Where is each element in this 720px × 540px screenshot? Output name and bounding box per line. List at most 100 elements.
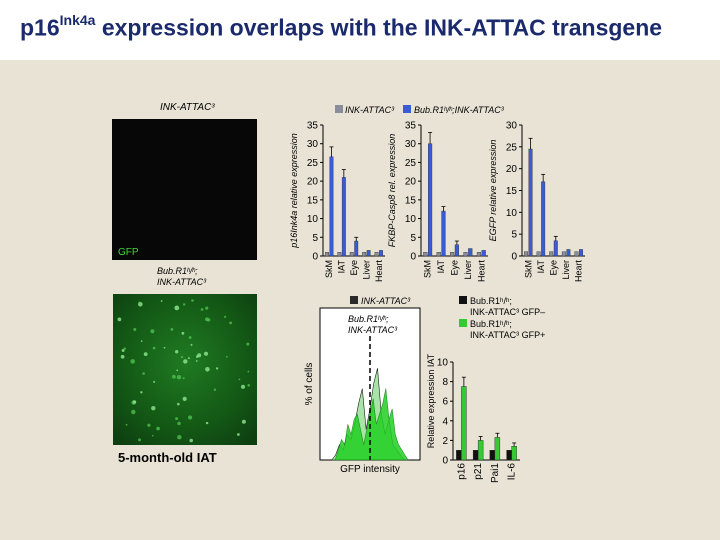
y-tick-label: 20 bbox=[307, 177, 319, 188]
bar-skm-series-1 bbox=[528, 148, 533, 257]
bar-heart-series-1 bbox=[379, 250, 383, 257]
gfp-speck bbox=[143, 352, 148, 356]
gfp-speck bbox=[205, 317, 209, 322]
gfp-speck bbox=[150, 329, 155, 334]
gfp-speck bbox=[247, 370, 250, 373]
y-tick-label: 6 bbox=[442, 397, 448, 408]
gfp-speck bbox=[241, 419, 246, 424]
histogram-chart: % of cells GFP intensity bbox=[304, 307, 421, 475]
x-axis-label: GFP intensity bbox=[340, 464, 400, 475]
gfp-speckles bbox=[117, 299, 250, 443]
microscopy-image-top bbox=[112, 119, 257, 260]
gfp-speck bbox=[183, 359, 188, 364]
gfp-speck bbox=[177, 402, 180, 406]
y-axis-label: FKBP-Casp8 rel. expression bbox=[387, 134, 397, 248]
y-axis-label: Relative expression IAT bbox=[426, 353, 436, 448]
gfp-speck bbox=[197, 353, 202, 358]
bar-iat-series-0 bbox=[337, 252, 342, 257]
bottom-image-caption: 5-month-old IAT bbox=[118, 450, 217, 465]
bar-pai1-series-1 bbox=[494, 437, 501, 461]
x-tick-label-skm: SkM bbox=[423, 260, 433, 278]
bar-il-6-series-0 bbox=[506, 450, 512, 461]
y-tick-label: 4 bbox=[442, 416, 448, 427]
bar-chart-1: 0 5 10 15 20 25 30 35 FKBP-Casp8 rel. expression… bbox=[387, 121, 488, 283]
y-tick-label: 2 bbox=[442, 436, 448, 447]
gfp-speck bbox=[188, 336, 192, 339]
bar-liver-series-0 bbox=[362, 252, 367, 257]
top-image-label: INK-ATTAC³ bbox=[160, 102, 215, 113]
x-tick-label-heart: Heart bbox=[374, 260, 384, 283]
gfp-speck bbox=[204, 351, 208, 356]
gfp-speck bbox=[175, 417, 179, 421]
y-tick-label: 30 bbox=[506, 121, 518, 132]
x-tick-label-p16: p16 bbox=[456, 463, 467, 480]
legend-swatch-hist-control bbox=[350, 296, 358, 304]
bar-heart-series-1 bbox=[481, 250, 486, 257]
y-tick-label: 10 bbox=[307, 214, 319, 225]
gfp-speck bbox=[133, 328, 137, 331]
gfp-speck bbox=[181, 331, 185, 335]
x-tick-label-skm: SkM bbox=[324, 260, 334, 278]
gfp-speck bbox=[174, 305, 180, 311]
y-tick-label: 5 bbox=[410, 233, 416, 244]
x-tick-label-liver: Liver bbox=[463, 260, 473, 280]
slide-title: p16Ink4a expression overlaps with the IN… bbox=[20, 12, 663, 41]
bar-skm-series-0 bbox=[325, 252, 329, 257]
gfp-speck bbox=[125, 423, 128, 426]
gfp-speck bbox=[151, 406, 156, 411]
bar-liver-series-1 bbox=[566, 249, 571, 257]
gfp-speck bbox=[238, 378, 241, 381]
y-tick-label: 15 bbox=[405, 195, 417, 206]
legend-label-gfp-neg-line2: INK-ATTAC³ GFP– bbox=[470, 307, 545, 317]
bar-eye-series-1 bbox=[553, 240, 558, 257]
gfp-speck bbox=[140, 340, 143, 342]
bar-iat-series-1 bbox=[441, 210, 446, 257]
y-tick-label: 5 bbox=[312, 233, 318, 244]
gfp-speck bbox=[191, 299, 194, 302]
gfp-speck bbox=[224, 315, 227, 318]
bar-heart-series-0 bbox=[574, 251, 579, 257]
legend-swatch-control bbox=[335, 105, 343, 113]
bar-eye-series-0 bbox=[549, 251, 554, 257]
gfp-speck bbox=[240, 384, 246, 389]
y-tick-label: 30 bbox=[405, 139, 417, 150]
y-tick-label: 20 bbox=[405, 177, 417, 188]
y-tick-label: 25 bbox=[307, 158, 319, 169]
y-tick-label: 10 bbox=[437, 358, 449, 369]
gfp-speck bbox=[147, 423, 151, 427]
y-tick-label: 30 bbox=[307, 139, 319, 150]
gfp-speck bbox=[205, 421, 209, 425]
y-tick-label: 25 bbox=[405, 158, 417, 169]
y-tick-label: 35 bbox=[405, 121, 417, 132]
x-tick-label-liver: Liver bbox=[361, 260, 371, 280]
bar-eye-series-1 bbox=[354, 240, 359, 257]
gfp-speck bbox=[160, 300, 163, 302]
bar-chart-2: 0 5 10 15 20 25 30 EGFP relative expression SkM I… bbox=[488, 121, 585, 282]
y-tick-label: 0 bbox=[511, 252, 517, 263]
gfp-speck bbox=[176, 369, 179, 372]
y-tick-label: 0 bbox=[410, 252, 416, 263]
y-tick-label: 20 bbox=[506, 164, 518, 175]
bar-chart-0: 0 5 10 15 20 25 30 35 p16Ink4a relative expressi… bbox=[289, 121, 385, 283]
x-tick-label-iat: IAT bbox=[337, 260, 347, 274]
gfp-speck bbox=[200, 308, 204, 311]
bar-heart-series-0 bbox=[374, 252, 379, 257]
gfp-speck bbox=[188, 415, 193, 420]
bar-iat-series-0 bbox=[436, 252, 441, 257]
x-tick-label-heart: Heart bbox=[476, 260, 486, 283]
gfp-speck bbox=[182, 377, 185, 380]
gfp-speck bbox=[189, 438, 193, 443]
bar-liver-series-1 bbox=[468, 248, 473, 257]
legend-label-gfp-neg-line1: Bub.R1ʰ/ʰ; bbox=[470, 296, 512, 306]
legend-label-hist-bubr1-line1: Bub.R1ʰ/ʰ; bbox=[348, 314, 389, 324]
gfp-speck bbox=[156, 426, 160, 431]
x-tick-label-pai1: Pai1 bbox=[490, 463, 501, 483]
y-tick-label: 0 bbox=[312, 252, 318, 263]
gfp-speck bbox=[183, 303, 186, 306]
gfp-speck bbox=[177, 435, 182, 440]
y-tick-label: 10 bbox=[405, 214, 417, 225]
gfp-speck bbox=[132, 400, 137, 404]
gfp-speck bbox=[163, 346, 166, 349]
